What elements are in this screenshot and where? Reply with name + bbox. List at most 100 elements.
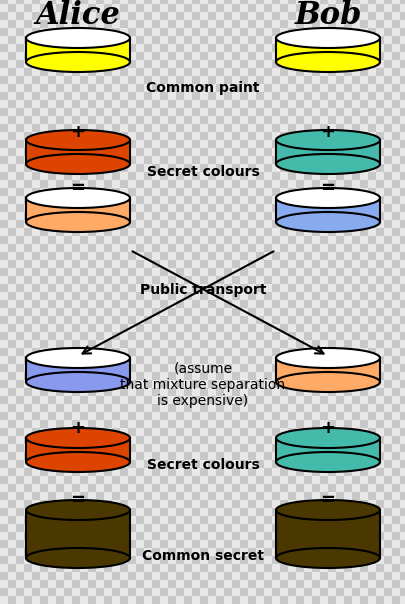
Bar xyxy=(351,52,359,60)
Bar xyxy=(399,348,405,356)
Bar xyxy=(136,516,144,524)
Bar xyxy=(279,340,287,348)
Bar xyxy=(8,84,16,92)
Bar xyxy=(367,564,375,572)
Bar xyxy=(32,300,40,308)
Bar xyxy=(80,404,88,412)
Bar xyxy=(48,396,56,404)
Bar xyxy=(207,316,215,324)
Bar xyxy=(80,204,88,212)
Bar xyxy=(183,388,192,396)
Bar xyxy=(287,308,295,316)
Bar xyxy=(8,316,16,324)
Bar xyxy=(192,476,200,484)
Bar xyxy=(168,36,175,44)
Bar xyxy=(72,572,80,580)
Bar xyxy=(335,404,343,412)
Bar xyxy=(128,28,136,36)
Bar xyxy=(311,444,319,452)
Bar xyxy=(56,476,64,484)
Bar xyxy=(112,268,120,276)
Bar xyxy=(80,4,88,12)
Bar xyxy=(128,204,136,212)
Ellipse shape xyxy=(26,52,130,72)
Bar xyxy=(279,172,287,180)
Bar xyxy=(88,284,96,292)
Bar xyxy=(64,420,72,428)
Bar xyxy=(263,396,271,404)
Bar xyxy=(351,332,359,340)
Bar xyxy=(256,500,263,508)
Bar xyxy=(16,500,24,508)
Bar xyxy=(383,532,391,540)
Bar xyxy=(215,60,224,68)
Bar xyxy=(247,372,256,380)
Bar xyxy=(128,476,136,484)
Bar xyxy=(343,548,351,556)
Bar xyxy=(287,124,295,132)
Bar xyxy=(359,0,367,4)
Bar xyxy=(56,212,64,220)
Bar xyxy=(224,0,231,4)
Bar xyxy=(112,68,120,76)
Bar xyxy=(247,316,256,324)
Bar xyxy=(104,356,112,364)
Bar xyxy=(311,180,319,188)
Bar xyxy=(399,212,405,220)
Bar xyxy=(391,444,399,452)
Bar xyxy=(231,324,239,332)
Bar xyxy=(256,588,263,596)
Bar xyxy=(200,316,207,324)
Bar xyxy=(263,444,271,452)
Bar xyxy=(168,132,175,140)
Bar xyxy=(327,244,335,252)
Bar xyxy=(399,276,405,284)
Bar xyxy=(247,252,256,260)
Bar xyxy=(207,156,215,164)
Bar xyxy=(295,220,303,228)
Bar xyxy=(112,300,120,308)
Bar xyxy=(136,548,144,556)
Bar xyxy=(343,4,351,12)
Bar xyxy=(175,220,183,228)
Bar xyxy=(104,316,112,324)
Bar xyxy=(311,508,319,516)
Bar xyxy=(215,476,224,484)
Bar xyxy=(136,0,144,4)
Bar xyxy=(112,4,120,12)
Bar xyxy=(183,156,192,164)
Bar xyxy=(151,0,160,4)
Text: Public transport: Public transport xyxy=(139,283,266,297)
Bar xyxy=(343,540,351,548)
Bar xyxy=(96,204,104,212)
Bar xyxy=(151,148,160,156)
Bar xyxy=(279,412,287,420)
Bar xyxy=(88,484,96,492)
Bar xyxy=(104,484,112,492)
Bar xyxy=(175,508,183,516)
Bar xyxy=(224,564,231,572)
Bar xyxy=(215,348,224,356)
Bar xyxy=(263,140,271,148)
Bar xyxy=(287,484,295,492)
Bar xyxy=(383,188,391,196)
Bar xyxy=(32,380,40,388)
Bar xyxy=(215,364,224,372)
Bar xyxy=(263,44,271,52)
Bar xyxy=(64,188,72,196)
Bar xyxy=(168,348,175,356)
Bar xyxy=(168,404,175,412)
Bar xyxy=(160,228,168,236)
Bar xyxy=(48,580,56,588)
Bar xyxy=(64,372,72,380)
Bar xyxy=(391,180,399,188)
Bar xyxy=(183,340,192,348)
Bar xyxy=(215,252,224,260)
Bar xyxy=(96,468,104,476)
Bar xyxy=(192,108,200,116)
Bar xyxy=(175,460,183,468)
Bar xyxy=(183,364,192,372)
Bar xyxy=(247,76,256,84)
Bar xyxy=(160,468,168,476)
Bar xyxy=(80,540,88,548)
